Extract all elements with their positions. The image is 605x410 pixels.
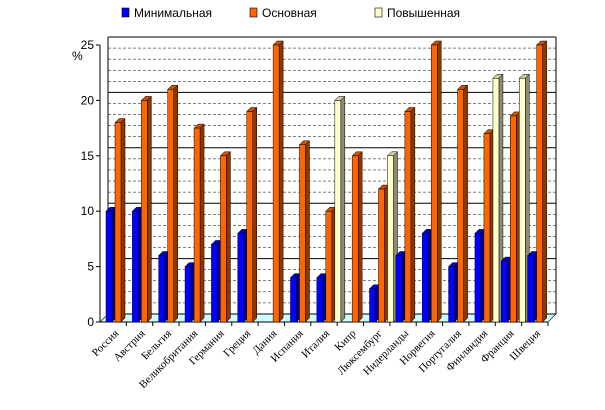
legend-swatch bbox=[374, 7, 383, 18]
bar-side bbox=[147, 95, 152, 323]
bar-Повышенная bbox=[492, 77, 500, 323]
bar-Основная bbox=[299, 144, 306, 323]
bar-Основная bbox=[510, 115, 517, 323]
bar-side bbox=[120, 117, 126, 323]
bar-Основная bbox=[141, 100, 148, 323]
bar-side bbox=[278, 40, 284, 323]
bar-side bbox=[463, 84, 468, 323]
y-tick-label: 15 bbox=[81, 149, 95, 163]
bar-Повышенная bbox=[334, 100, 342, 323]
bar-Повышенная bbox=[519, 77, 526, 323]
bar-side bbox=[357, 151, 363, 323]
y-tick-label: 20 bbox=[81, 93, 95, 107]
y-tick-label: 10 bbox=[81, 204, 95, 218]
bar-Основная bbox=[272, 44, 280, 323]
legend-label: Повышенная bbox=[387, 6, 460, 20]
bar-Минимальная bbox=[527, 255, 534, 323]
bar-Основная bbox=[193, 127, 201, 323]
bar-Основная bbox=[483, 133, 491, 323]
bar-Основная bbox=[378, 188, 385, 323]
bar-Основная bbox=[536, 44, 543, 323]
bar-side bbox=[436, 40, 442, 323]
y-tick-label: 0 bbox=[87, 315, 94, 329]
bar-side bbox=[305, 140, 310, 323]
x-tick-label: Греция bbox=[221, 328, 253, 360]
bar-Основная bbox=[167, 89, 174, 323]
bar-side bbox=[173, 84, 178, 323]
bar-Минимальная bbox=[132, 210, 139, 323]
y-axis-label: % bbox=[72, 49, 83, 63]
bar-Минимальная bbox=[448, 266, 455, 323]
y-tick-label: 25 bbox=[81, 38, 95, 52]
bar-side bbox=[340, 95, 346, 323]
bar-Минимальная bbox=[395, 255, 403, 323]
legend-label: Основная bbox=[262, 6, 317, 20]
bar-Повышенная bbox=[387, 155, 394, 323]
bar-side bbox=[199, 123, 205, 323]
bar-Минимальная bbox=[421, 233, 429, 323]
bar-Основная bbox=[246, 111, 254, 323]
bar-Основная bbox=[430, 44, 438, 323]
bar-Минимальная bbox=[474, 233, 482, 323]
legend-swatch bbox=[249, 7, 258, 18]
bar-side bbox=[410, 106, 416, 323]
y-tick-label: 5 bbox=[87, 260, 94, 274]
bar-Минимальная bbox=[105, 210, 113, 323]
bar-Основная bbox=[404, 111, 412, 323]
bar-Основная bbox=[325, 210, 333, 323]
bar-Основная bbox=[220, 155, 227, 323]
bar-side bbox=[226, 151, 231, 323]
bar-Минимальная bbox=[184, 266, 192, 323]
bar-Основная bbox=[351, 155, 359, 323]
legend-swatch bbox=[121, 7, 130, 18]
bar-Основная bbox=[457, 89, 464, 323]
bar-side bbox=[252, 106, 258, 323]
bar-Минимальная bbox=[316, 277, 324, 323]
x-tick-label: Италия bbox=[299, 328, 332, 361]
legend-label: Минимальная bbox=[134, 6, 212, 20]
bar-Минимальная bbox=[211, 244, 218, 323]
bar-Основная bbox=[114, 122, 122, 323]
bar-Минимальная bbox=[501, 260, 508, 323]
bar-Минимальная bbox=[237, 233, 245, 323]
bar-Минимальная bbox=[290, 277, 297, 323]
bar-Минимальная bbox=[158, 255, 165, 323]
bar-Минимальная bbox=[369, 288, 376, 323]
bar-side bbox=[542, 40, 547, 323]
